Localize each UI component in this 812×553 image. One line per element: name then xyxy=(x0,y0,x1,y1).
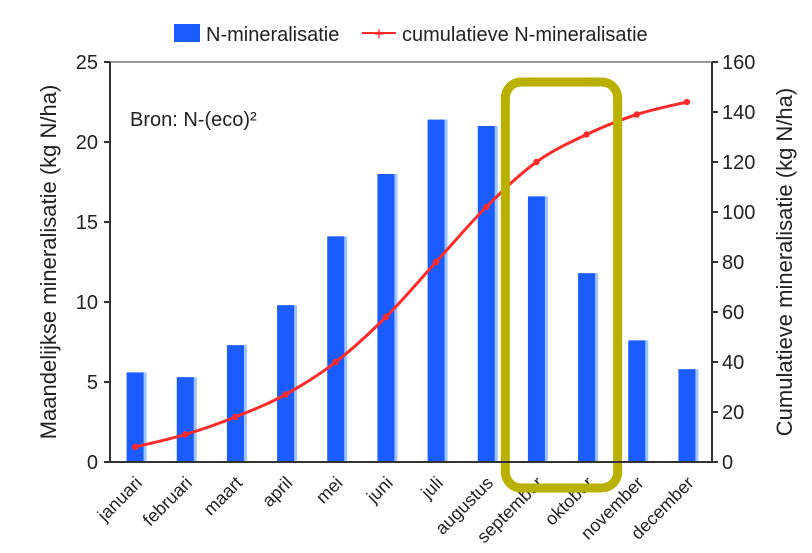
line-point-juni xyxy=(382,313,390,321)
bar-mei xyxy=(327,236,345,462)
legend-bar-label: N-mineralisatie xyxy=(206,24,339,46)
y-right-tick-label: 100 xyxy=(722,202,755,224)
x-tick-label: juni xyxy=(362,473,397,508)
legend-line-label: cumulatieve N-mineralisatie xyxy=(402,24,648,46)
y-right-tick-label: 20 xyxy=(722,402,744,424)
y-right-tick-label: 40 xyxy=(722,352,744,374)
line-point-januari xyxy=(131,443,139,451)
x-tick-label: april xyxy=(258,473,296,511)
bar-april xyxy=(277,305,295,462)
y-right-tick-label: 60 xyxy=(722,302,744,324)
legend-bar-swatch xyxy=(174,24,200,42)
bar-oktober xyxy=(578,273,596,462)
bar-februari xyxy=(176,377,194,462)
y-right-tick-label: 120 xyxy=(722,152,755,174)
bar-augustus xyxy=(477,126,495,462)
line-point-maart xyxy=(232,413,239,421)
y-left-tick-label: 15 xyxy=(76,212,98,234)
bar-series xyxy=(126,119,699,462)
cumulative-line xyxy=(134,100,688,449)
source-annotation: Bron: N-(eco)² xyxy=(130,109,257,131)
y-right-tick-label: 80 xyxy=(722,252,744,274)
bar-maart xyxy=(226,345,244,462)
bar-december xyxy=(678,369,696,462)
y-left-tick-label: 25 xyxy=(76,52,98,74)
y-left-tick-label: 20 xyxy=(76,132,98,154)
line-point-december xyxy=(683,98,691,106)
y-axis-left-ticks: 0 5 10 15 20 25 xyxy=(76,52,110,474)
bar-juli xyxy=(427,119,445,462)
axes xyxy=(109,61,713,463)
y-left-tick-label: 0 xyxy=(87,452,98,474)
y-axis-right-ticks: 0 20 40 60 80 100 120 140 160 xyxy=(712,52,755,474)
legend: N-mineralisatie + cumulatieve N-minerali… xyxy=(174,24,648,46)
line-point-november xyxy=(633,111,640,118)
bar-november xyxy=(628,340,646,462)
highlight-box xyxy=(500,77,623,493)
y-right-tick-label: 140 xyxy=(722,102,755,124)
y-axis-right-label: Cumulatieve mineralisatie (kg N/ha) xyxy=(772,88,797,436)
x-tick-label: mei xyxy=(312,473,347,508)
y-left-tick-label: 10 xyxy=(76,292,98,314)
x-tick-label: juli xyxy=(416,473,446,503)
y-axis-left-label: Maandelijkse mineralisatie (kg N/ha) xyxy=(36,85,61,440)
line-point-mei xyxy=(332,358,339,366)
x-tick-label: januari xyxy=(93,473,146,526)
line-series xyxy=(131,98,691,451)
y-left-tick-label: 5 xyxy=(87,372,98,394)
line-point-februari xyxy=(182,431,189,438)
x-tick-label: maart xyxy=(200,473,247,520)
line-point-augustus xyxy=(483,203,490,211)
y-right-tick-label: 0 xyxy=(722,452,733,474)
legend-line-marker: + xyxy=(374,24,385,44)
bar-september xyxy=(527,196,545,462)
y-right-tick-label: 160 xyxy=(722,52,755,74)
line-point-april xyxy=(282,391,289,398)
bar-januari xyxy=(126,372,144,462)
line-point-september xyxy=(533,158,540,166)
line-point-juli xyxy=(432,258,440,266)
x-tick-label: februari xyxy=(139,473,196,530)
line-point-oktober xyxy=(583,131,590,138)
